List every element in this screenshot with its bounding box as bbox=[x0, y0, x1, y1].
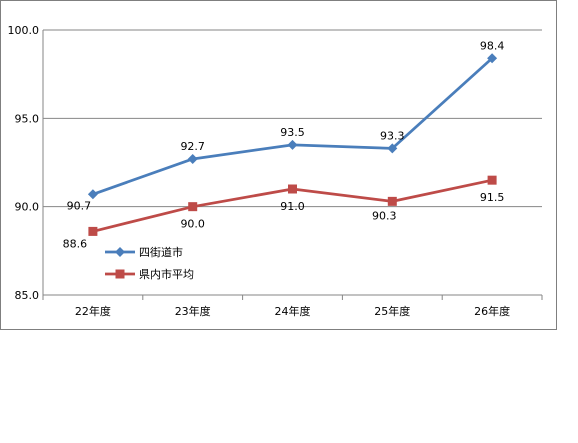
x-tick-label: 26年度 bbox=[474, 304, 510, 318]
series-0-marker bbox=[115, 247, 125, 257]
data-label: 90.3 bbox=[372, 209, 397, 222]
legend-label: 四街道市 bbox=[139, 245, 183, 259]
x-tick-label: 24年度 bbox=[275, 304, 311, 318]
series-1-marker bbox=[387, 196, 397, 206]
x-tick-label: 22年度 bbox=[75, 304, 111, 318]
data-label: 93.3 bbox=[380, 129, 405, 142]
data-label: 88.6 bbox=[63, 237, 88, 250]
data-label: 93.5 bbox=[280, 126, 305, 139]
series-0-marker bbox=[87, 189, 98, 200]
series-0-marker bbox=[187, 153, 198, 164]
data-label: 90.0 bbox=[180, 218, 205, 231]
series-1-marker bbox=[115, 269, 125, 279]
y-tick-label: 85.0 bbox=[15, 289, 40, 302]
series-1-marker bbox=[487, 175, 497, 185]
series-1-marker bbox=[188, 202, 198, 212]
chart-frame bbox=[0, 0, 557, 330]
series-0-marker bbox=[287, 139, 298, 150]
y-tick-label: 90.0 bbox=[15, 201, 40, 214]
data-label: 91.0 bbox=[280, 200, 305, 213]
data-label: 90.7 bbox=[67, 199, 92, 212]
series-0-marker bbox=[487, 53, 498, 64]
data-label: 98.4 bbox=[480, 39, 505, 52]
x-tick-label: 23年度 bbox=[175, 304, 211, 318]
x-tick-label: 25年度 bbox=[374, 304, 410, 318]
y-tick-label: 95.0 bbox=[15, 112, 40, 125]
series-0-marker bbox=[387, 143, 398, 154]
series-1-marker bbox=[288, 184, 297, 194]
data-label: 92.7 bbox=[180, 140, 205, 153]
y-tick-label: 100.0 bbox=[8, 24, 40, 37]
series-1-marker bbox=[88, 226, 98, 236]
data-label: 91.5 bbox=[480, 191, 505, 204]
legend-label: 県内市平均 bbox=[139, 267, 194, 281]
